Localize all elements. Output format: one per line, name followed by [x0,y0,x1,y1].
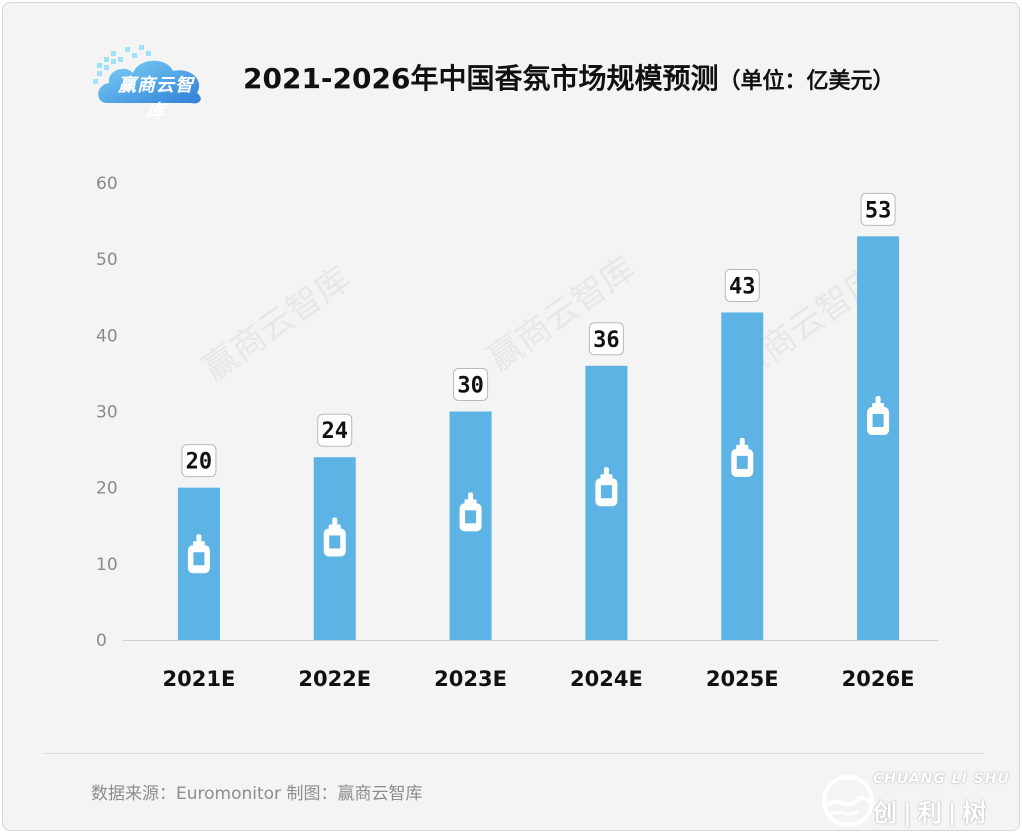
y-tick-label: 30 [96,403,118,423]
wave-logo-icon [822,775,874,827]
brand-logo: 赢商云智库 [93,41,208,122]
bottle-nozzle-icon [603,467,609,476]
data-label-box [317,413,353,447]
x-tick-label: 2025E [706,667,779,691]
chart-title-unit: （单位：亿美元） [718,69,895,94]
chart-title: 2021-2026年中国香氛市场规模预测（单位：亿美元） [243,57,895,97]
footer-divider [43,753,983,754]
brand-watermark: CHUANG LI SHU 创|利|树 [818,771,1018,830]
bottle-cap-icon [600,474,613,480]
bottle-cap-icon [872,402,885,408]
bottle-label-icon [329,535,341,549]
y-tick-label: 10 [96,555,118,575]
y-tick-label: 60 [96,174,118,194]
bottle-cap-icon [192,541,205,547]
bottle-label-icon [736,455,748,469]
data-label: 20 [186,450,213,475]
cloud-logo-icon [93,45,201,104]
bottle-label-icon [872,413,884,427]
bottle-nozzle-icon [468,492,474,501]
y-tick-label: 0 [96,631,107,651]
data-source: 数据来源：Euromonitor 制图：赢商云智库 [91,784,423,804]
x-tick-label: 2024E [570,667,643,691]
data-label-box [724,268,760,302]
bottle-label-icon [193,552,205,566]
bottle-cap-icon [464,499,477,505]
data-label-box [860,192,896,226]
x-tick-label: 2021E [163,667,236,691]
bar [857,236,900,641]
x-tick-label: 2026E [842,667,915,691]
bar-chart: 赢商云智库 赢商云智库 赢商云智库0102030405060202021E24202… [96,174,938,691]
watermark-text: 赢商云智库 [196,259,358,389]
data-label: 43 [729,274,756,299]
bottle-label-icon [600,485,612,499]
bottle-cap-icon [736,444,749,450]
data-label: 53 [865,198,892,223]
data-label: 30 [457,374,484,399]
data-label: 24 [322,419,349,444]
y-tick-label: 50 [96,250,118,270]
data-label-box [588,322,624,356]
chart-title-main: 2021-2026年中国香氛市场规模预测 [243,62,719,95]
data-label-box [453,368,489,401]
brand-english: CHUANG LI SHU [873,771,1010,787]
bottle-nozzle-icon [739,437,745,446]
x-tick-label: 2022E [298,667,371,691]
bottle-nozzle-icon [196,534,202,543]
logo-text: 赢商云智库 [118,75,194,122]
x-tick-label: 2023E [434,667,507,691]
data-label-box [181,444,217,478]
y-tick-label: 40 [96,326,118,346]
bottle-cap-icon [328,524,341,530]
bottle-nozzle-icon [332,517,338,526]
watermark-text: 赢商云智库 [481,249,643,379]
data-label: 36 [593,328,620,353]
y-tick-label: 20 [96,479,118,499]
bottle-nozzle-icon [875,395,881,404]
bottle-label-icon [465,510,477,524]
brand-chinese: 创|利|树 [873,799,993,827]
